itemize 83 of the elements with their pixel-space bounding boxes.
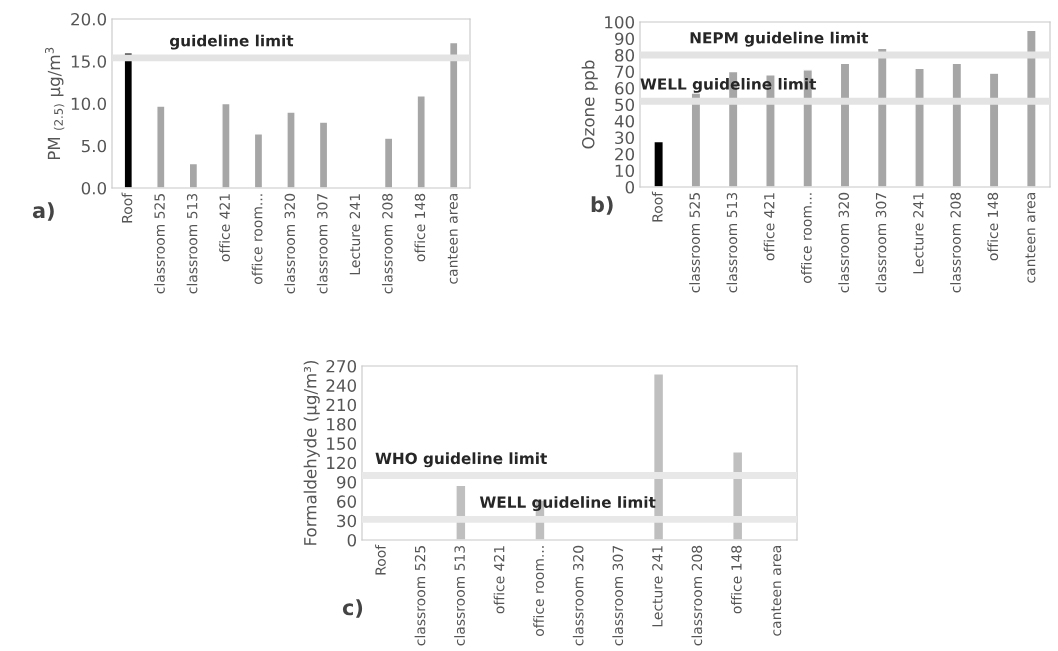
bar — [951, 62, 963, 187]
x-tick-label: Roof — [651, 191, 663, 222]
bar — [318, 121, 329, 188]
x-tick-label: office 421 — [763, 193, 775, 261]
x-tick-label: office 421 — [493, 546, 505, 614]
y-tick-label: 10.0 — [71, 97, 107, 111]
y-axis-title: PM $_{(2.5)}$ µg/m$^{3}$ — [44, 47, 65, 160]
bar — [1026, 29, 1037, 187]
x-tick-label: classroom 208 — [381, 193, 393, 294]
bar — [221, 102, 231, 188]
y-tick-label: 20 — [615, 147, 635, 161]
x-tick-label: canteen area — [447, 194, 458, 284]
y-tick-label: 10 — [615, 164, 635, 178]
x-tick-label: Roof — [121, 192, 133, 223]
x-tick-label: Roof — [375, 544, 386, 575]
bar — [876, 47, 888, 187]
x-tick-label: classroom 513 — [454, 545, 465, 646]
y-tick-label: 150 — [327, 437, 357, 450]
ref-line-label: WHO guideline limit — [375, 452, 547, 468]
y-tick-label: 60 — [615, 81, 635, 95]
y-tick-label: 0.0 — [81, 181, 107, 195]
bar — [416, 95, 426, 188]
x-tick-label: office 148 — [414, 193, 426, 262]
y-tick-label: 50 — [615, 98, 635, 112]
x-tick-label: classroom 320 — [572, 545, 584, 646]
y-tick-label: 100 — [605, 15, 635, 29]
bar — [156, 105, 166, 188]
x-tick-label: classroom 513 — [186, 193, 198, 294]
y-tick-label: 20.0 — [71, 12, 107, 26]
y-tick-label: 30 — [615, 131, 635, 145]
y-tick-label: 70 — [615, 65, 635, 79]
x-tick-label: classroom 307 — [316, 194, 328, 294]
ref-line-label: NEPM guideline limit — [690, 31, 869, 47]
x-tick-label: classroom 513 — [726, 192, 738, 293]
text: a) — [32, 202, 54, 221]
bar — [653, 140, 664, 187]
x-tick-label: classroom 307 — [875, 193, 887, 293]
x-tick-label: classroom 525 — [689, 193, 700, 293]
x-tick-label: Lecture 241 — [349, 194, 361, 275]
bar — [914, 67, 925, 187]
text: c) — [342, 599, 363, 618]
y-axis-title: Ozone ppb — [581, 60, 598, 149]
y-tick-label: 240 — [326, 379, 357, 392]
bar — [188, 162, 199, 188]
y-tick-label: 30 — [337, 514, 357, 528]
x-tick-label: office 148 — [730, 545, 742, 614]
x-tick-label: classroom 525 — [414, 546, 426, 646]
y-tick-label: 180 — [327, 417, 357, 431]
y-tick-label: 40 — [614, 114, 635, 128]
y-tick-label: 90 — [336, 475, 357, 489]
y-tick-label: 15.0 — [71, 55, 107, 68]
x-tick-label: classroom 208 — [950, 192, 961, 293]
x-tick-label: canteen area — [1025, 193, 1036, 283]
x-tick-label: office room... — [533, 546, 544, 636]
x-tick-label: office 148 — [987, 192, 999, 261]
bar — [286, 111, 296, 188]
y-tick-label: 80 — [615, 48, 635, 62]
x-tick-label: office 421 — [219, 194, 230, 262]
y-tick-label: 0 — [625, 180, 635, 194]
x-tick-label: office room... — [801, 193, 812, 283]
ref-line-label: guideline limit — [169, 34, 294, 50]
x-tick-label: Lecture 241 — [652, 546, 663, 627]
x-tick-label: classroom 307 — [612, 546, 624, 646]
x-tick-label: classroom 320 — [284, 193, 296, 294]
x-tick-label: canteen area — [771, 546, 782, 636]
ref-line-label: WELL guideline limit — [640, 77, 817, 93]
x-tick-label: office room... — [251, 194, 263, 284]
y-tick-label: 0 — [347, 533, 357, 547]
x-tick-label: Lecture 241 — [913, 193, 924, 274]
y-tick-label: 210 — [326, 398, 357, 412]
x-tick-label: classroom 208 — [691, 545, 703, 646]
y-tick-label: 90 — [614, 32, 635, 46]
y-tick-label: 5.0 — [81, 139, 107, 153]
y-tick-label: 60 — [337, 495, 357, 508]
y-tick-label: 270 — [326, 359, 357, 373]
x-tick-label: classroom 320 — [838, 192, 850, 293]
bar — [383, 137, 394, 188]
x-tick-label: classroom 525 — [154, 194, 165, 294]
y-tick-label: 120 — [327, 456, 357, 470]
text: b) — [591, 196, 613, 215]
y-axis-title: Formaldehyde (µg/m³) — [303, 360, 320, 545]
ref-line-label: WELL guideline limit — [479, 496, 656, 512]
bar — [253, 133, 264, 188]
